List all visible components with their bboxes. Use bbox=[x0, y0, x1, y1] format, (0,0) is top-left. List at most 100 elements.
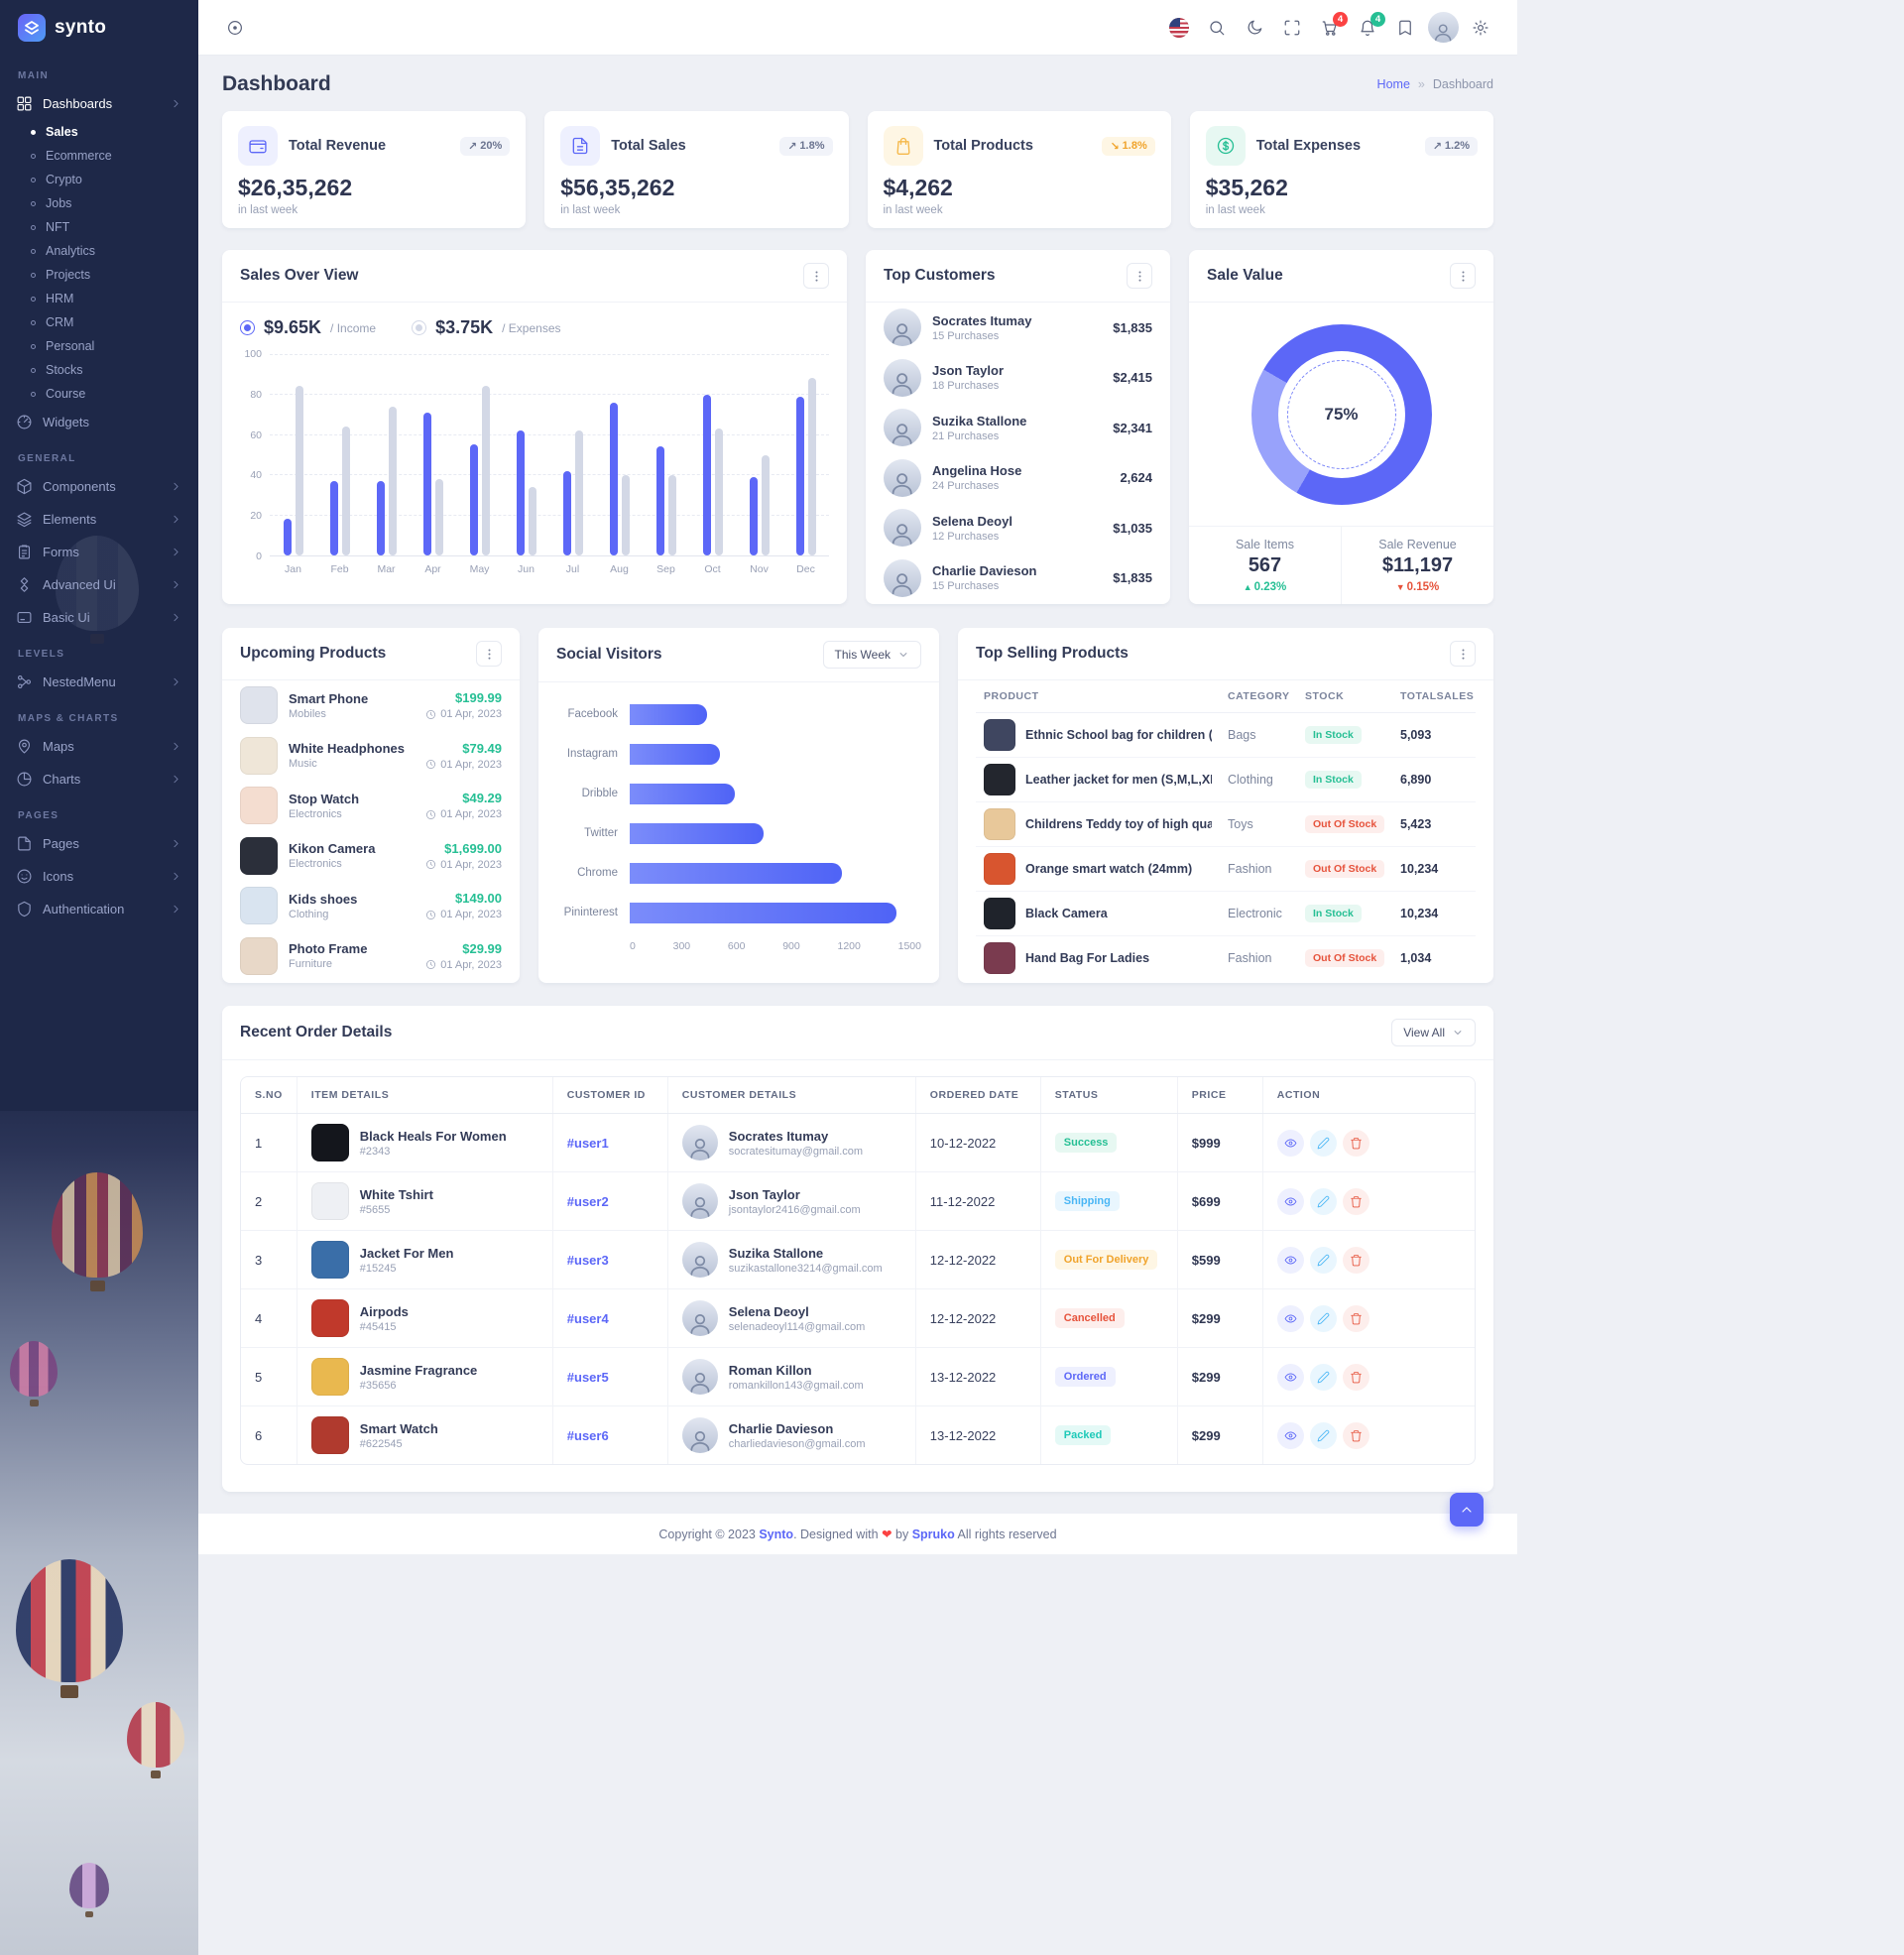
sidebar-subitem[interactable]: Course bbox=[0, 382, 198, 406]
card-menu-button[interactable] bbox=[476, 641, 502, 667]
fullscreen-button[interactable] bbox=[1275, 11, 1309, 45]
footer-designer-link[interactable]: Spruko bbox=[911, 1527, 955, 1541]
delete-order-button[interactable] bbox=[1342, 1187, 1369, 1215]
item-cell: Jacket For Men #15245 bbox=[310, 1241, 538, 1279]
sidebar-item[interactable]: Forms bbox=[0, 536, 198, 568]
user-menu-button[interactable] bbox=[1426, 11, 1460, 45]
product-price: $79.49 bbox=[462, 740, 502, 756]
stat-top: Total Sales ↗ 1.8% bbox=[560, 126, 833, 166]
sidebar-item[interactable]: Dashboards bbox=[0, 87, 198, 120]
bookmark-button[interactable] bbox=[1388, 11, 1422, 45]
customer-name: Socrates Itumay bbox=[932, 312, 1032, 328]
sidebar-subitem[interactable]: Stocks bbox=[0, 358, 198, 382]
stat-title: Total Products bbox=[933, 138, 1033, 154]
view-all-button[interactable]: View All bbox=[1391, 1019, 1476, 1046]
sidebar-subitem[interactable]: NFT bbox=[0, 215, 198, 239]
card-menu-button[interactable] bbox=[1450, 263, 1476, 289]
sidebar-toggle-button[interactable] bbox=[218, 11, 252, 45]
language-button[interactable] bbox=[1162, 11, 1196, 45]
sidebar-subitem[interactable]: Ecommerce bbox=[0, 144, 198, 168]
bar-group bbox=[316, 354, 363, 555]
customer-id-link[interactable]: #user3 bbox=[566, 1252, 609, 1268]
bar-expenses bbox=[388, 406, 397, 555]
stat-value: $35,262 bbox=[1205, 175, 1288, 200]
customer-id-link[interactable]: #user1 bbox=[566, 1135, 609, 1151]
footer-brand-link[interactable]: Synto bbox=[759, 1527, 794, 1541]
sidebar-item[interactable]: NestedMenu bbox=[0, 666, 198, 698]
customer-id-link[interactable]: #user4 bbox=[566, 1310, 609, 1326]
product-category: Clothing bbox=[289, 908, 329, 920]
view-order-button[interactable] bbox=[1276, 1246, 1304, 1274]
cart-button[interactable]: 4 bbox=[1313, 11, 1348, 45]
week-filter-dropdown[interactable]: This Week bbox=[822, 641, 921, 669]
customer-email: socratesitumay@gmail.com bbox=[728, 1145, 864, 1158]
customer-id-link[interactable]: #user2 bbox=[566, 1193, 609, 1209]
edit-order-button[interactable] bbox=[1309, 1304, 1337, 1332]
card-menu-button[interactable] bbox=[1127, 263, 1152, 289]
action-cell bbox=[1261, 1230, 1475, 1289]
sidebar-item-label: Forms bbox=[43, 545, 79, 559]
sidebar-item[interactable]: Maps bbox=[0, 730, 198, 763]
bar-group bbox=[363, 354, 410, 555]
sidebar-subitem[interactable]: Personal bbox=[0, 334, 198, 358]
sidebar-item[interactable]: Pages bbox=[0, 827, 198, 860]
sidebar-subitem[interactable]: Projects bbox=[0, 263, 198, 287]
edit-order-button[interactable] bbox=[1309, 1421, 1337, 1449]
card-menu-button[interactable] bbox=[803, 263, 829, 289]
view-order-button[interactable] bbox=[1276, 1129, 1304, 1157]
edit-order-button[interactable] bbox=[1309, 1187, 1337, 1215]
edit-order-button[interactable] bbox=[1309, 1129, 1337, 1157]
x-tick-label: Nov bbox=[750, 563, 769, 575]
sidebar-subitem[interactable]: Analytics bbox=[0, 239, 198, 263]
breadcrumb-home-link[interactable]: Home bbox=[1376, 77, 1410, 91]
sidebar-item[interactable]: Authentication bbox=[0, 893, 198, 925]
x-tick-label: 300 bbox=[672, 940, 691, 952]
delete-order-button[interactable] bbox=[1342, 1304, 1369, 1332]
stat-value: 567 bbox=[1248, 554, 1282, 576]
product-total-sales: 1,034 bbox=[1400, 951, 1432, 965]
delete-order-button[interactable] bbox=[1342, 1421, 1369, 1449]
theme-toggle-button[interactable] bbox=[1238, 11, 1271, 45]
sidebar-subitem[interactable]: Jobs bbox=[0, 191, 198, 215]
stat-title: Total Revenue bbox=[289, 138, 387, 154]
edit-order-button[interactable] bbox=[1309, 1363, 1337, 1391]
social-category-label: Chrome bbox=[577, 867, 618, 879]
x-tick-label: May bbox=[469, 563, 490, 575]
notifications-button[interactable]: 4 bbox=[1351, 11, 1385, 45]
view-order-button[interactable] bbox=[1276, 1421, 1304, 1449]
stat-icon-glyph bbox=[248, 136, 268, 156]
column-header: CUSTOMER DETAILS bbox=[666, 1077, 916, 1114]
edit-order-button[interactable] bbox=[1309, 1246, 1337, 1274]
sidebar-subitem[interactable]: CRM bbox=[0, 310, 198, 334]
sidebar-item[interactable]: Components bbox=[0, 470, 198, 503]
product-total-sales: 10,234 bbox=[1392, 891, 1476, 936]
customer-list-item: Charlie Davieson 15 Purchases $1,835 bbox=[866, 553, 1170, 604]
sidebar-subitem[interactable]: HRM bbox=[0, 287, 198, 310]
bar-group bbox=[736, 354, 782, 555]
customer-name: Charlie Davieson bbox=[932, 563, 1037, 579]
sidebar-item[interactable]: Widgets bbox=[0, 406, 198, 438]
sidebar-subitem[interactable]: Sales bbox=[0, 120, 198, 144]
sidebar-item[interactable]: Advanced Ui bbox=[0, 568, 198, 601]
delete-order-button[interactable] bbox=[1342, 1246, 1369, 1274]
card-menu-button[interactable] bbox=[1450, 641, 1476, 667]
customer-id-link[interactable]: #user6 bbox=[566, 1427, 609, 1443]
sidebar-subitem[interactable]: Crypto bbox=[0, 168, 198, 191]
sidebar-item[interactable]: Charts bbox=[0, 763, 198, 795]
stat-badge-value: 1.8% bbox=[799, 140, 825, 152]
legend-dot bbox=[412, 320, 427, 335]
settings-button[interactable] bbox=[1464, 11, 1497, 45]
sidebar-item[interactable]: Elements bbox=[0, 503, 198, 536]
delete-order-button[interactable] bbox=[1342, 1363, 1369, 1391]
view-order-button[interactable] bbox=[1276, 1304, 1304, 1332]
sidebar-item[interactable]: Basic Ui bbox=[0, 601, 198, 634]
search-button[interactable] bbox=[1200, 11, 1234, 45]
view-order-button[interactable] bbox=[1276, 1187, 1304, 1215]
delete-order-button[interactable] bbox=[1342, 1129, 1369, 1157]
brand-logo[interactable]: synto bbox=[0, 0, 198, 56]
customer-id-link[interactable]: #user5 bbox=[566, 1369, 609, 1385]
scroll-top-button[interactable] bbox=[1450, 1493, 1484, 1527]
view-order-button[interactable] bbox=[1276, 1363, 1304, 1391]
sidebar-item[interactable]: Icons bbox=[0, 860, 198, 893]
order-sno: 5 bbox=[241, 1347, 298, 1406]
